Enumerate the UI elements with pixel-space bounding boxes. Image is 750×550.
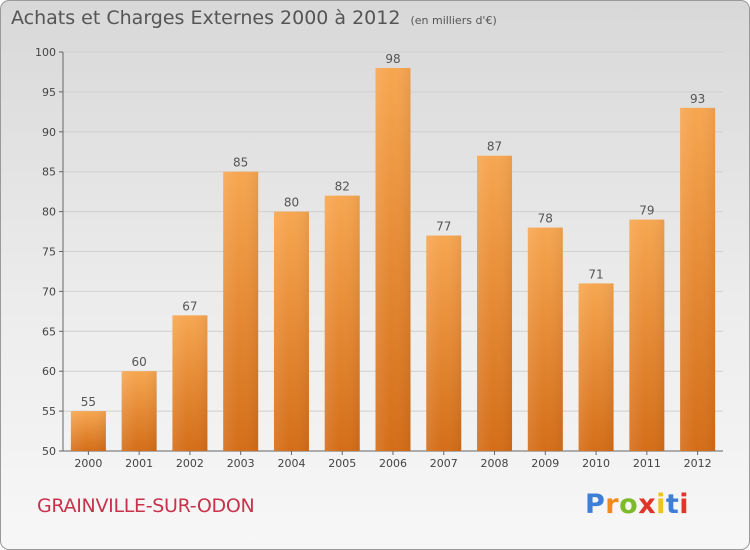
bars bbox=[70, 67, 716, 452]
value-label: 85 bbox=[233, 156, 248, 170]
logo-letter: r bbox=[605, 489, 620, 520]
value-label: 78 bbox=[538, 212, 553, 226]
bar-shine bbox=[629, 219, 665, 451]
bar-shine bbox=[273, 211, 309, 451]
x-tick-label: 2005 bbox=[328, 457, 356, 470]
commune-name: GRAINVILLE-SUR-ODON bbox=[37, 495, 255, 517]
data-labels: 55 60 67 85 80 82 98 77 87 78 71 79 93 bbox=[81, 52, 706, 409]
value-label: 82 bbox=[335, 180, 350, 194]
value-label: 60 bbox=[132, 355, 147, 369]
y-tick-label: 75 bbox=[42, 246, 56, 259]
y-tick-label: 50 bbox=[42, 445, 56, 458]
bar-shine bbox=[172, 315, 208, 451]
x-tick-label: 2002 bbox=[176, 457, 204, 470]
value-label: 67 bbox=[182, 299, 197, 313]
bar-shine bbox=[477, 155, 513, 452]
logo-letter: t bbox=[665, 489, 680, 520]
y-tick-label: 65 bbox=[42, 325, 56, 338]
x-tick-label: 2001 bbox=[125, 457, 153, 470]
x-tick-label: 2008 bbox=[481, 457, 509, 470]
x-tick-label: 2003 bbox=[227, 457, 255, 470]
bar-shine bbox=[578, 283, 614, 451]
bar-shine bbox=[527, 227, 563, 451]
y-tick-label: 85 bbox=[42, 166, 56, 179]
logo-letter: o bbox=[619, 489, 639, 520]
y-tick-label: 70 bbox=[42, 285, 56, 298]
bar-shine bbox=[680, 107, 716, 452]
value-label: 87 bbox=[487, 140, 502, 154]
bar-shine bbox=[121, 371, 157, 451]
x-tick-label: 2010 bbox=[582, 457, 610, 470]
y-tick-label: 55 bbox=[42, 405, 56, 418]
y-tick-label: 60 bbox=[42, 365, 56, 378]
bar-shine bbox=[223, 171, 259, 451]
x-tick-label: 2011 bbox=[633, 457, 661, 470]
y-tick-label: 80 bbox=[42, 206, 56, 219]
bar-shine bbox=[324, 195, 360, 451]
value-label: 79 bbox=[639, 204, 654, 218]
logo-letter: x bbox=[638, 489, 657, 520]
bar-shine bbox=[70, 411, 106, 451]
x-tick-label: 2006 bbox=[379, 457, 407, 470]
chart-title-text: Achats et Charges Externes 2000 à 2012 bbox=[11, 7, 401, 29]
x-tick-label: 2009 bbox=[531, 457, 559, 470]
chart-subtitle: (en milliers d'€) bbox=[410, 14, 497, 27]
value-label: 77 bbox=[436, 220, 451, 234]
y-tick-label: 100 bbox=[35, 46, 56, 59]
logo-letter: i bbox=[656, 489, 666, 520]
value-label: 98 bbox=[385, 52, 400, 66]
proxiti-logo: Proxiti bbox=[585, 489, 689, 520]
bar-shine bbox=[426, 235, 462, 451]
x-tick-label: 2000 bbox=[74, 457, 102, 470]
value-label: 80 bbox=[284, 196, 299, 210]
logo-letter: P bbox=[585, 489, 606, 520]
y-tick-label: 90 bbox=[42, 126, 56, 139]
y-tick-label: 95 bbox=[42, 86, 56, 99]
value-label: 93 bbox=[690, 92, 705, 106]
chart-title: Achats et Charges Externes 2000 à 2012 (e… bbox=[11, 7, 497, 29]
value-label: 71 bbox=[588, 267, 603, 281]
value-label: 55 bbox=[81, 395, 96, 409]
x-tick-label: 2004 bbox=[277, 457, 305, 470]
bar-shine bbox=[375, 67, 411, 452]
x-tick-label: 2007 bbox=[430, 457, 458, 470]
logo-letter: i bbox=[679, 489, 690, 520]
x-tick-label: 2012 bbox=[684, 457, 712, 470]
